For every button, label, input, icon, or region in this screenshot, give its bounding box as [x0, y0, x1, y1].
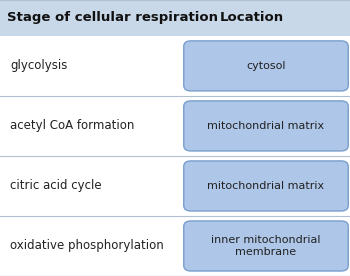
Text: acetyl CoA formation: acetyl CoA formation [10, 120, 135, 132]
Text: cytosol: cytosol [246, 61, 286, 71]
FancyBboxPatch shape [184, 41, 348, 91]
Text: mitochondrial matrix: mitochondrial matrix [208, 181, 324, 191]
FancyBboxPatch shape [184, 101, 348, 151]
Text: inner mitochondrial
membrane: inner mitochondrial membrane [211, 235, 321, 257]
Text: oxidative phosphorylation: oxidative phosphorylation [10, 240, 164, 253]
FancyBboxPatch shape [0, 216, 350, 276]
FancyBboxPatch shape [0, 36, 350, 96]
Text: glycolysis: glycolysis [10, 59, 68, 72]
FancyBboxPatch shape [0, 0, 350, 36]
Text: citric acid cycle: citric acid cycle [10, 179, 102, 192]
FancyBboxPatch shape [0, 156, 350, 216]
Text: mitochondrial matrix: mitochondrial matrix [208, 121, 324, 131]
FancyBboxPatch shape [184, 221, 348, 271]
FancyBboxPatch shape [0, 96, 350, 156]
FancyBboxPatch shape [184, 161, 348, 211]
Text: Location: Location [220, 11, 284, 25]
Text: Stage of cellular respiration: Stage of cellular respiration [7, 11, 218, 25]
